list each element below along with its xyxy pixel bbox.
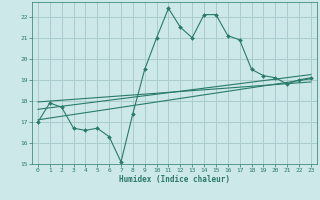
X-axis label: Humidex (Indice chaleur): Humidex (Indice chaleur) xyxy=(119,175,230,184)
